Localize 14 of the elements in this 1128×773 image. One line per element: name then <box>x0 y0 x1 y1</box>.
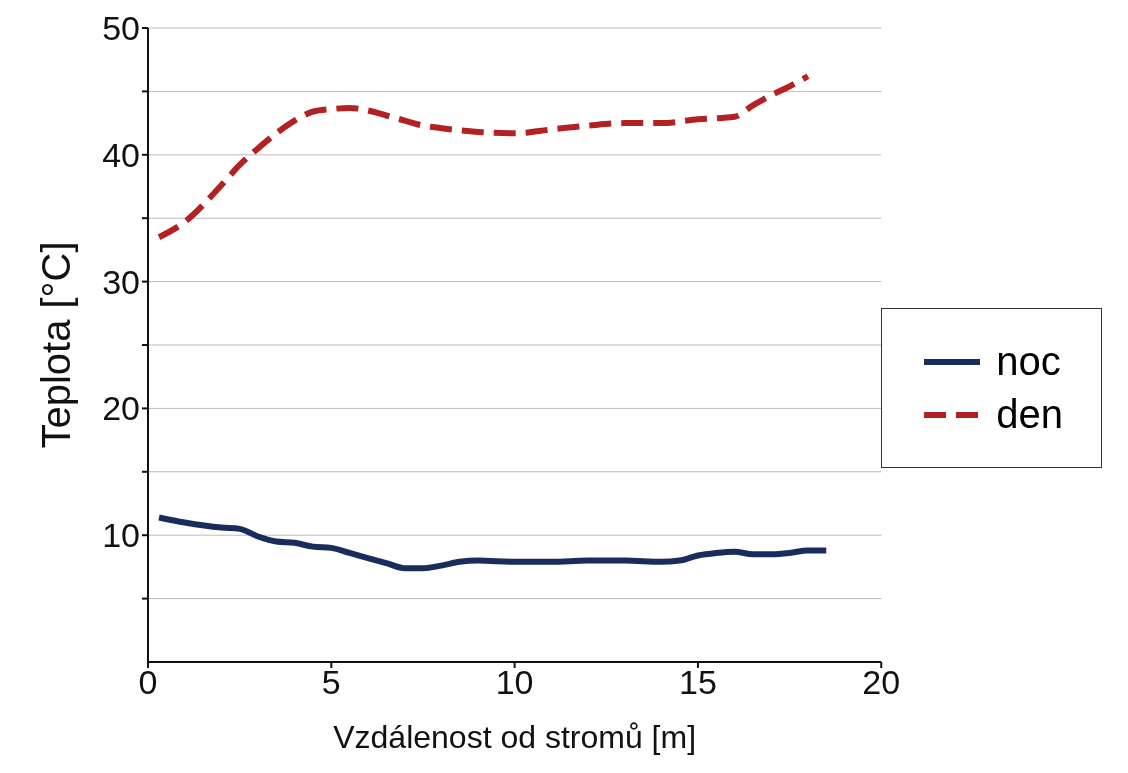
y-tick-label: 40 <box>102 135 140 174</box>
y-axis-title: Teplota [°C] <box>34 241 79 449</box>
x-tick-label: 5 <box>321 663 341 702</box>
y-tick-label: 10 <box>102 516 140 555</box>
x-tick-label: 10 <box>495 663 534 702</box>
x-tick-label: 0 <box>138 663 158 702</box>
x-tick-label: 15 <box>679 663 717 702</box>
y-tick-label: 30 <box>102 262 140 301</box>
legend-label: den <box>996 392 1063 437</box>
x-tick-label: 20 <box>862 663 901 702</box>
legend-label: noc <box>996 339 1061 384</box>
x-axis-title: Vzdálenost od stromů [m] <box>333 719 697 755</box>
y-tick-label: 20 <box>102 389 140 428</box>
y-tick-label: 50 <box>102 9 140 48</box>
